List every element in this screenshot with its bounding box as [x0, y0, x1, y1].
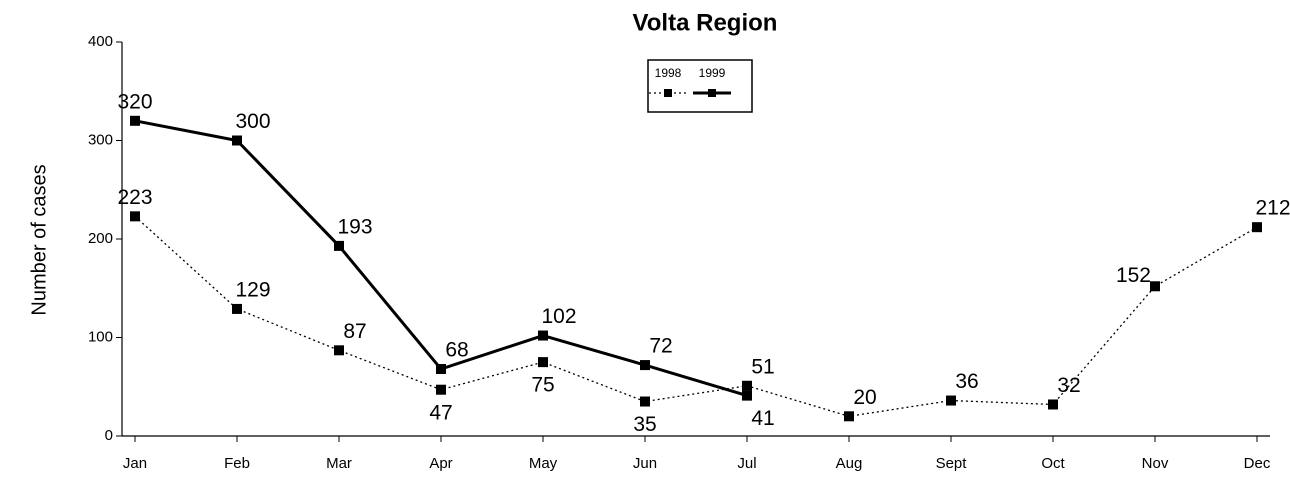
marker [946, 395, 956, 406]
x-tick-label: Aug [836, 455, 863, 472]
data-label: 193 [337, 215, 372, 238]
x-tick-label: May [529, 455, 558, 472]
marker [742, 390, 752, 401]
x-tick-label: Apr [429, 455, 452, 472]
data-label: 320 [117, 90, 152, 113]
data-label: 72 [649, 335, 672, 358]
marker [334, 240, 344, 251]
x-tick-label: Mar [326, 455, 352, 472]
marker [640, 360, 650, 371]
marker [232, 135, 242, 146]
data-label: 20 [853, 386, 876, 409]
data-label: 75 [531, 374, 554, 397]
marker [538, 330, 548, 341]
data-label: 41 [751, 407, 774, 430]
x-tick-label: Dec [1244, 455, 1271, 472]
marker [538, 357, 548, 368]
marker [130, 115, 140, 126]
x-tick-label: Sept [936, 455, 968, 472]
data-label: 212 [1255, 197, 1290, 220]
x-tick-label: Feb [224, 455, 250, 472]
x-tick-label: Jan [123, 455, 147, 472]
data-label: 87 [343, 320, 366, 343]
y-tick-label: 0 [105, 427, 113, 444]
marker [1150, 281, 1160, 292]
marker [640, 396, 650, 407]
legend-marker [708, 89, 716, 97]
y-axis-label: Number of cases [28, 164, 50, 315]
y-tick-label: 400 [88, 33, 113, 50]
x-tick-label: Oct [1041, 455, 1065, 472]
marker [844, 411, 854, 422]
data-label: 36 [955, 370, 978, 393]
data-label: 51 [751, 355, 774, 378]
data-label: 35 [633, 413, 656, 436]
marker [232, 303, 242, 314]
data-label: 152 [1116, 264, 1151, 287]
data-label: 68 [445, 339, 468, 362]
marker [1252, 222, 1262, 233]
legend-label: 1998 [655, 66, 682, 80]
legend: 1998 1999 [647, 59, 753, 113]
marker [130, 211, 140, 222]
marker [742, 380, 752, 391]
data-label: 129 [235, 278, 270, 301]
marker [334, 345, 344, 356]
y-tick-label: 100 [88, 328, 113, 345]
x-tick-label: Jul [737, 455, 756, 472]
marker [1048, 399, 1058, 410]
data-label: 47 [429, 401, 452, 424]
y-tick-label: 200 [88, 230, 113, 247]
data-label: 223 [117, 186, 152, 209]
y-tick-label: 300 [88, 131, 113, 148]
data-label: 32 [1057, 374, 1080, 397]
marker [436, 364, 446, 375]
x-tick-label: Nov [1142, 455, 1169, 472]
legend-marker [664, 89, 672, 97]
chart-title: Volta Region [633, 9, 778, 36]
legend-label: 1999 [699, 66, 726, 80]
data-label: 300 [235, 110, 270, 133]
x-tick-label: Jun [633, 455, 657, 472]
data-label: 102 [541, 305, 576, 328]
marker [436, 384, 446, 395]
legend-box [647, 59, 753, 113]
series-line [134, 215, 1258, 417]
